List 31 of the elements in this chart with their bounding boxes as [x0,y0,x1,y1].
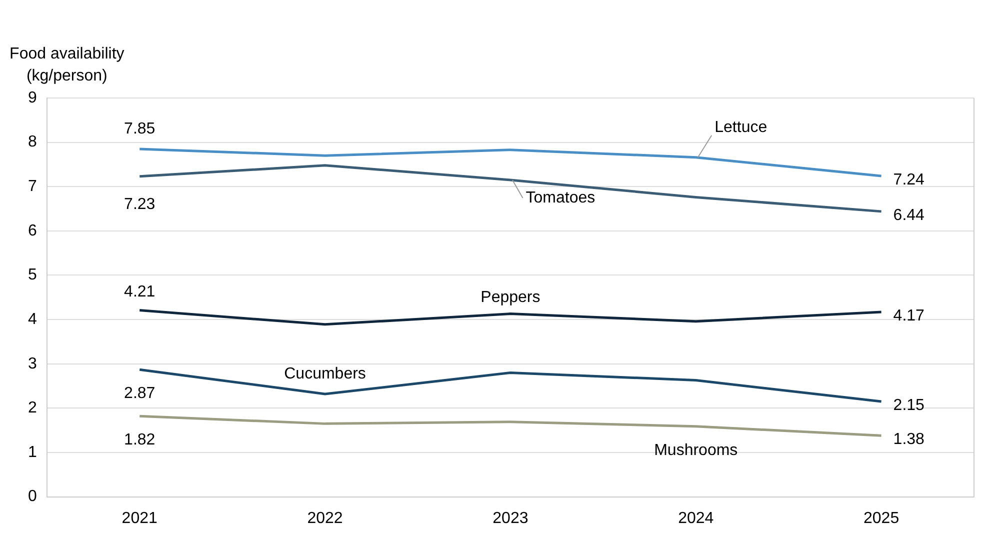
series-label: Cucumbers [284,365,366,382]
y-tick-label: 0 [28,488,37,506]
data-label: 4.21 [124,284,156,301]
data-label: 7.23 [124,196,156,213]
series-label: Tomatoes [526,189,596,206]
y-tick-label: 8 [28,134,37,151]
y-tick-label: 9 [28,89,37,106]
x-tick-label: 2021 [122,510,158,527]
x-tick-label: 2022 [307,510,343,527]
y-tick-label: 5 [28,266,37,284]
y-tick-label: 6 [28,222,37,240]
data-label: 1.82 [124,432,156,449]
data-label: 2.87 [124,385,156,402]
x-tick-label: 2024 [678,510,714,527]
series-label: Mushrooms [654,442,738,459]
y-tick-label: 4 [28,310,37,328]
data-label: 1.38 [893,431,925,448]
x-tick-label: 2025 [863,510,900,527]
data-label: 6.44 [893,206,925,224]
data-label: 4.17 [893,307,925,324]
y-tick-label: 1 [28,444,37,461]
data-label: 7.24 [893,171,925,188]
data-label: 7.85 [124,120,156,138]
y-tick-label: 3 [28,355,37,372]
x-tick-label: 2023 [492,510,528,527]
y-tick-label: 7 [28,178,37,196]
y-tick-label: 2 [28,400,37,417]
series-label: Lettuce [714,118,768,136]
series-label: Peppers [480,289,540,306]
y-axis-title: Food availability (kg/person) [10,45,124,84]
data-label: 2.15 [893,396,925,414]
